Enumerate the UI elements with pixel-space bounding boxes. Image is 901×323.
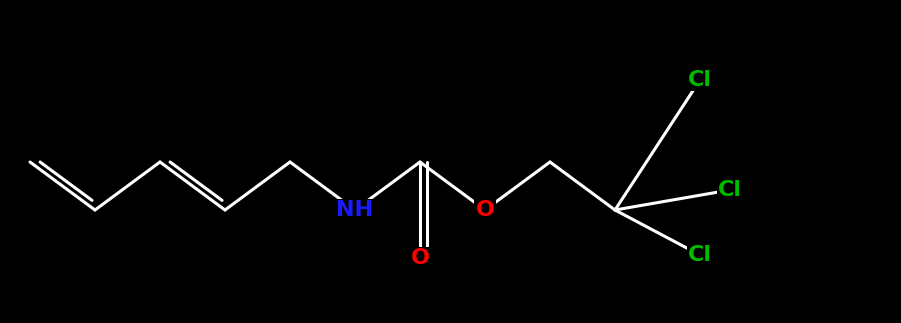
Text: Cl: Cl	[688, 245, 712, 265]
Text: O: O	[476, 200, 495, 220]
Text: O: O	[411, 248, 430, 268]
Text: Cl: Cl	[688, 70, 712, 90]
Text: NH: NH	[336, 200, 374, 220]
Text: Cl: Cl	[718, 180, 742, 200]
